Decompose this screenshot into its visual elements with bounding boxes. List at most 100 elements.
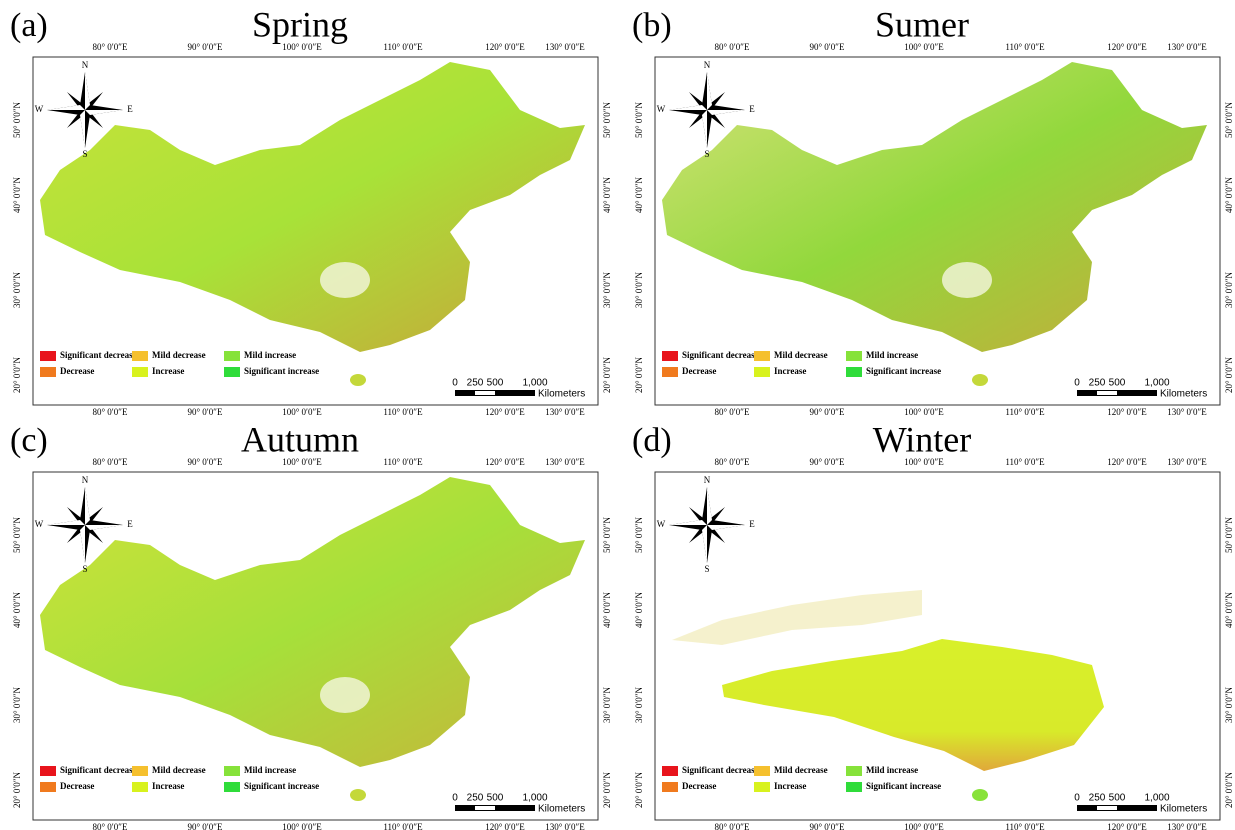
compass-rose — [80, 110, 85, 148]
lat-label: 20° 0′0″N — [12, 356, 22, 393]
lon-label: 90° 0′0″E — [187, 822, 223, 830]
legend-swatch — [754, 782, 770, 792]
compass-letter: N — [704, 60, 711, 70]
lon-label: 80° 0′0″E — [714, 457, 750, 467]
scale-tick: 1,000 — [522, 793, 547, 804]
lat-label: 20° 0′0″N — [634, 356, 644, 393]
lon-label: 130° 0′0″E — [1167, 407, 1207, 417]
compass-rose — [707, 72, 712, 110]
lon-label: 130° 0′0″E — [545, 457, 585, 467]
lat-label: 50° 0′0″N — [12, 516, 22, 553]
panel-title: Winter — [873, 419, 972, 459]
lat-label: 40° 0′0″N — [602, 591, 612, 628]
lat-label: 40° 0′0″N — [12, 591, 22, 628]
legend-label: Decrease — [682, 781, 716, 791]
lon-label: 110° 0′0″E — [383, 457, 423, 467]
panel-label: (d) — [632, 422, 672, 459]
scale-tick: 0 — [452, 378, 458, 389]
scale-bar — [1097, 806, 1117, 810]
lon-label: 120° 0′0″E — [1107, 822, 1147, 830]
legend-label: Significant increase — [244, 781, 319, 791]
scale-bar — [475, 391, 495, 395]
lon-label: 120° 0′0″E — [1107, 42, 1147, 52]
compass-rose — [669, 105, 707, 110]
scale-tick: 250 — [1089, 793, 1106, 804]
legend-label: Decrease — [60, 781, 94, 791]
compass-letter: S — [82, 564, 87, 574]
lon-label: 100° 0′0″E — [282, 407, 322, 417]
compass-letter: S — [704, 564, 709, 574]
lon-label: 80° 0′0″E — [714, 42, 750, 52]
region — [40, 62, 585, 352]
panel-title: Sumer — [875, 4, 969, 44]
legend-swatch — [224, 782, 240, 792]
scale-tick: 500 — [1109, 378, 1126, 389]
lon-label: 100° 0′0″E — [904, 42, 944, 52]
lat-label: 30° 0′0″N — [12, 271, 22, 308]
lat-label: 20° 0′0″N — [602, 771, 612, 808]
compass-letter: E — [749, 104, 755, 114]
lat-label: 40° 0′0″N — [12, 176, 22, 213]
legend-label: Increase — [774, 781, 806, 791]
lat-label: 20° 0′0″N — [12, 771, 22, 808]
map-panel: (d) Winter 80° 0′0″E 80° 0′0″E 90° 0′0″E 90° … — [632, 419, 1234, 830]
legend-swatch — [40, 782, 56, 792]
lon-label: 120° 0′0″E — [1107, 407, 1147, 417]
compass-rose — [702, 525, 707, 563]
legend-label: Increase — [152, 366, 184, 376]
legend-label: Significant decrease — [60, 765, 137, 775]
legend-swatch — [224, 766, 240, 776]
compass-rose — [707, 110, 745, 115]
compass-rose — [702, 110, 707, 148]
compass-rose — [47, 520, 85, 525]
scale-tick: 250 — [467, 378, 484, 389]
lon-label: 120° 0′0″E — [1107, 457, 1147, 467]
panel-label: (c) — [10, 422, 48, 459]
region-gap — [942, 262, 992, 298]
lat-label: 30° 0′0″N — [634, 686, 644, 723]
compass-rose — [85, 110, 123, 115]
compass-letter: W — [35, 519, 44, 529]
lon-label: 110° 0′0″E — [383, 42, 423, 52]
lon-label: 90° 0′0″E — [187, 457, 223, 467]
lat-label: 50° 0′0″N — [12, 101, 22, 138]
scale-tick: 1,000 — [1144, 793, 1169, 804]
compass-letter: E — [749, 519, 755, 529]
legend-label: Increase — [152, 781, 184, 791]
lon-label: 110° 0′0″E — [383, 822, 423, 830]
scale-tick: 500 — [1109, 793, 1126, 804]
lon-label: 90° 0′0″E — [187, 42, 223, 52]
lon-label: 130° 0′0″E — [545, 822, 585, 830]
panel-title: Spring — [252, 4, 348, 44]
legend-swatch — [224, 351, 240, 361]
lon-label: 130° 0′0″E — [545, 42, 585, 52]
lon-label: 120° 0′0″E — [485, 407, 525, 417]
legend-label: Mild increase — [866, 350, 918, 360]
lon-label: 120° 0′0″E — [485, 457, 525, 467]
lon-label: 90° 0′0″E — [809, 42, 845, 52]
lon-label: 80° 0′0″E — [92, 42, 128, 52]
lat-label: 50° 0′0″N — [1224, 516, 1234, 553]
lon-label: 130° 0′0″E — [1167, 822, 1207, 830]
lat-label: 50° 0′0″N — [634, 516, 644, 553]
lon-label: 100° 0′0″E — [904, 407, 944, 417]
scale-tick: 500 — [487, 378, 504, 389]
legend-swatch — [754, 766, 770, 776]
compass-rose — [85, 72, 90, 110]
compass-rose — [85, 487, 90, 525]
lon-label: 110° 0′0″E — [1005, 822, 1045, 830]
scale-tick: 0 — [1074, 378, 1080, 389]
legend-swatch — [846, 351, 862, 361]
compass-rose — [669, 520, 707, 525]
scale-unit: Kilometers — [538, 804, 585, 815]
lat-label: 20° 0′0″N — [1224, 356, 1234, 393]
compass-letter: W — [657, 519, 666, 529]
scale-tick: 250 — [467, 793, 484, 804]
scale-tick: 0 — [1074, 793, 1080, 804]
lon-label: 120° 0′0″E — [485, 822, 525, 830]
legend-swatch — [662, 766, 678, 776]
legend-label: Mild decrease — [152, 350, 206, 360]
lon-label: 100° 0′0″E — [282, 42, 322, 52]
legend-swatch — [846, 766, 862, 776]
